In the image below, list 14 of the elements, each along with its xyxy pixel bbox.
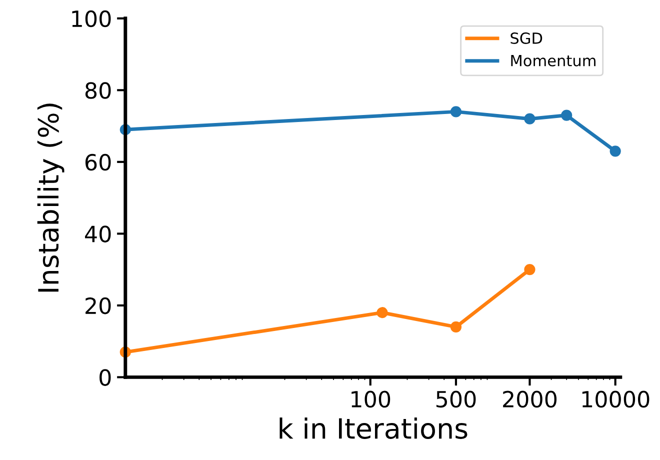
y-tick-label: 40 xyxy=(85,226,111,242)
x-axis-title: k in Iterations xyxy=(280,417,468,439)
y-tick-label: 0 xyxy=(100,369,111,386)
x-tick-label: 100 xyxy=(352,390,390,408)
legend-label: Momentum xyxy=(511,55,596,66)
legend-label: SGD xyxy=(510,32,542,44)
y-tick-label: 20 xyxy=(86,297,111,314)
x-tick-label: 500 xyxy=(436,390,476,408)
y-tick-label: 100 xyxy=(72,10,111,28)
y-axis-title: Instability (%) xyxy=(37,104,64,292)
y-tick-label: 60 xyxy=(85,154,111,171)
x-tick-label: 10000 xyxy=(582,390,650,408)
y-tick-label: 80 xyxy=(85,82,111,99)
x-tick-label: 2000 xyxy=(503,390,557,408)
